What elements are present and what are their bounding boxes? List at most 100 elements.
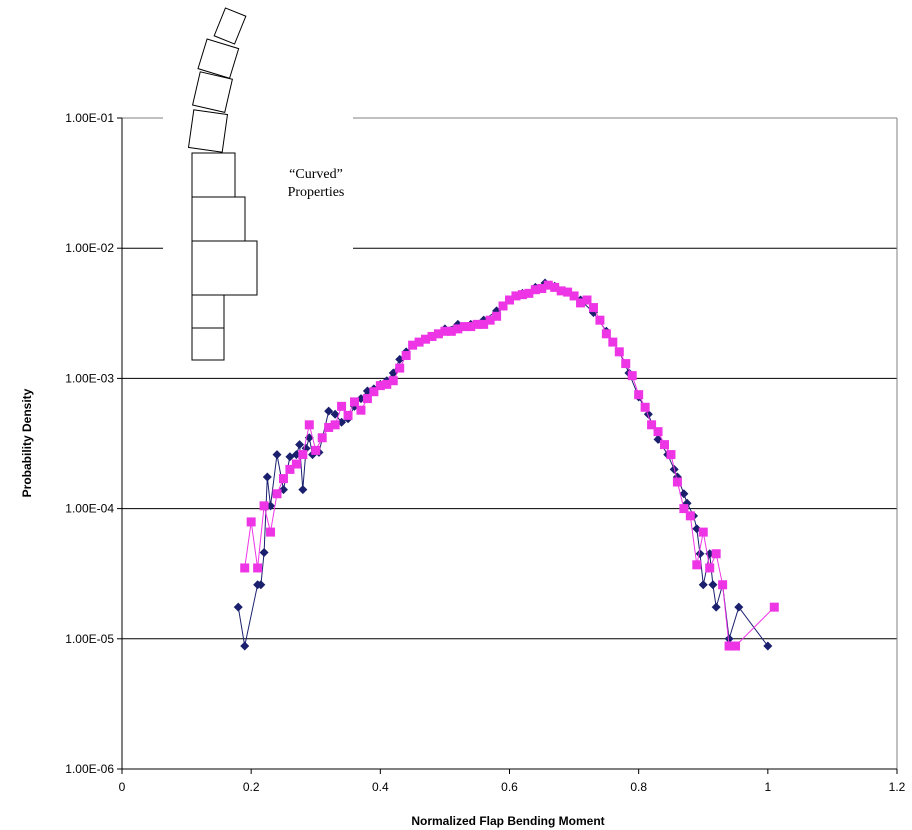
data-point [627,371,637,381]
data-point [769,602,779,612]
data-point [524,288,534,298]
data-point [672,477,682,487]
data-point [266,527,276,537]
data-point [582,295,592,305]
data-point [595,315,605,325]
data-point [466,322,476,332]
data-point [708,580,718,590]
data-point [256,580,266,590]
data-point [369,387,379,397]
annotation-line-2: Properties [288,185,345,200]
data-point [614,347,624,357]
data-point [343,410,353,420]
x-tick-label: 0.8 [630,780,647,794]
data-point [440,326,450,336]
data-point [685,511,695,521]
data-point [634,390,644,400]
series-2 [240,280,779,651]
data-point [517,290,527,300]
data-point [295,440,305,450]
data-point [479,319,489,329]
x-tick-label: 0.4 [372,780,389,794]
data-point [588,303,598,313]
data-point [543,280,553,290]
data-point [401,350,411,360]
data-point [695,549,705,559]
data-point [311,445,321,455]
data-point [472,319,482,329]
data-point [382,379,392,389]
data-point [550,282,560,292]
data-point [317,433,327,443]
data-point [330,409,340,419]
data-point [569,291,579,301]
data-point [362,394,372,404]
data-point [246,517,256,527]
data-point [601,329,611,339]
x-tick-label: 1.2 [889,780,906,794]
data-point [375,381,385,391]
data-point [718,580,728,590]
x-tick-label: 1 [764,780,771,794]
x-tick-label: 0.2 [243,780,260,794]
data-point [576,298,586,308]
y-tick-label: 1.00E-03 [65,371,114,385]
data-point [537,284,547,294]
data-point [459,322,469,332]
data-point [679,489,689,499]
data-point [427,331,437,341]
tick-labels: 1.00E-06 1.00E-05 1.00E-04 1.00E-03 1.00E-02… [65,111,905,794]
y-tick-label: 1.00E-05 [65,632,114,646]
data-point [692,560,702,570]
data-point [705,563,715,573]
data-point [530,285,540,295]
data-point [608,337,618,347]
data-point [272,450,282,460]
data-point [724,641,734,651]
data-series [233,278,779,651]
data-point [734,602,744,612]
axes [117,117,898,774]
data-point [660,440,669,450]
data-point [262,472,272,482]
y-tick-label: 1.00E-06 [65,762,114,776]
data-point [763,641,773,651]
data-point [330,420,340,430]
data-point [291,459,301,469]
x-tick-label: 0.6 [501,780,518,794]
data-point [298,450,308,460]
data-point [433,329,443,339]
data-point [272,489,282,499]
data-point [492,311,502,321]
data-point [446,326,456,336]
curved-properties-annotation: “Curved” Properties [163,7,353,361]
series-line [237,282,769,647]
data-point [356,405,366,415]
data-point [498,301,508,311]
data-point [240,563,250,573]
data-point [505,295,514,305]
data-point [666,450,676,460]
data-point [259,548,269,558]
data-point [653,427,663,437]
data-point [408,340,418,350]
data-point [298,485,308,495]
data-point [556,286,566,296]
y-axis-title: Probability Density [20,388,34,497]
data-point [485,315,495,325]
data-point [698,580,708,590]
series-1 [233,278,773,651]
data-point [621,359,631,369]
annotation-line-1: “Curved” [289,167,343,182]
y-tick-label: 1.00E-04 [65,502,114,516]
data-point [278,474,288,484]
data-point [711,602,721,612]
data-point [414,337,424,347]
data-point [324,422,334,432]
series-line [244,284,775,647]
data-point [563,287,573,297]
data-point [711,549,721,559]
data-point [724,634,734,644]
data-point [679,504,689,514]
